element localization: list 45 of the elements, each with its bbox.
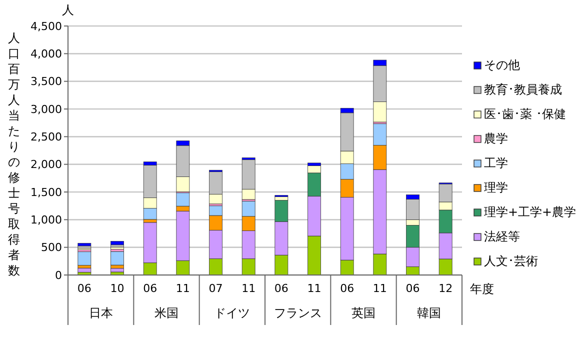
x-tick-label: 11 (372, 282, 387, 295)
x-tick-label: 11 (307, 282, 322, 295)
text: 韓国 (417, 306, 442, 320)
legend-label: 法経等 (484, 230, 520, 244)
y-tick-label: 3,000 (30, 102, 62, 116)
text: 人口百万人当たりの修士号取得者数 (8, 31, 20, 278)
x-tick-label: 06 (274, 282, 288, 295)
text: 英国 (352, 306, 376, 320)
bar (110, 268, 124, 272)
legend-label: 教育･教員養成 (484, 82, 562, 96)
text: 米国 (154, 306, 178, 320)
legend-label: 工学 (484, 156, 508, 170)
y-tick-label: 4,500 (30, 20, 62, 33)
y-tick-label: 1,500 (30, 186, 62, 199)
bar (110, 251, 124, 266)
x-axis-title: 年度 (470, 282, 494, 296)
x-tick-label: 07 (208, 282, 223, 295)
y-tick-label: 4,000 (30, 48, 62, 61)
y-tick-label: 500 (41, 241, 62, 254)
bar (110, 241, 124, 246)
text: 人 (62, 3, 74, 17)
x-tick-label: 11 (176, 282, 190, 295)
y-tick-label: 3,500 (30, 75, 62, 88)
legend-label: 人文･芸術 (484, 254, 538, 268)
legend-label: 理学 (484, 180, 508, 194)
legend-label: その他 (484, 58, 520, 72)
x-tick-label: 06 (406, 282, 420, 295)
bar (78, 242, 92, 246)
text: ドイツ (214, 306, 250, 320)
text: 日本 (88, 306, 113, 320)
legend-label: 農学 (484, 132, 508, 146)
bar (78, 252, 92, 266)
y-tick-label: 2,500 (30, 130, 62, 144)
x-tick-label: 11 (242, 282, 256, 295)
x-tick-label: 06 (340, 282, 354, 295)
x-tick-label: 06 (77, 282, 92, 295)
y-tick-label: 2,000 (30, 158, 62, 172)
legend-label: 医･歯･薬 ･保健 (484, 107, 566, 121)
y-tick-label: 1,000 (30, 214, 62, 227)
x-tick-label: 06 (143, 282, 158, 295)
legend-label: 理学+工学+農学 (484, 205, 576, 219)
text: フランス (274, 306, 322, 320)
y-tick-label: 0 (55, 268, 62, 282)
x-tick-label: 10 (110, 282, 124, 295)
x-tick-label: 12 (438, 282, 453, 295)
